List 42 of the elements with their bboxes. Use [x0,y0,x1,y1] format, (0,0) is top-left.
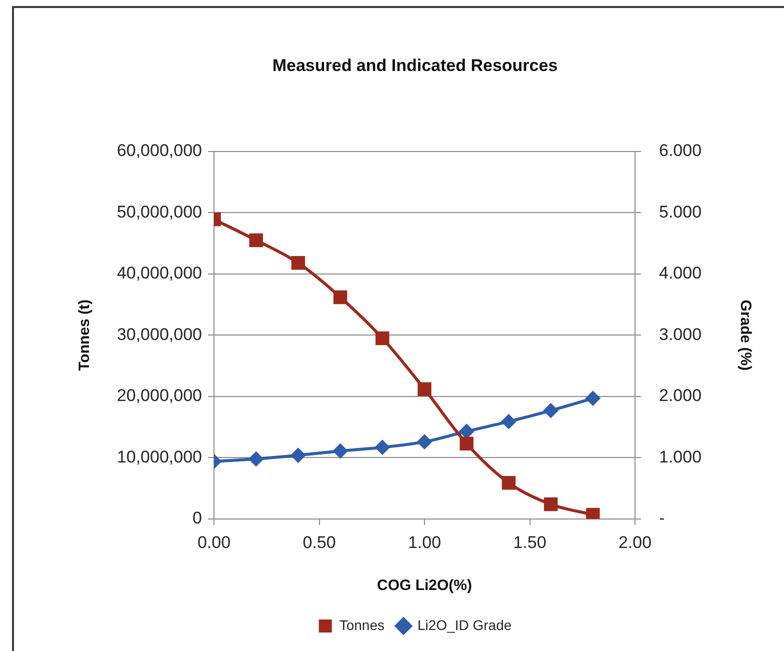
point [374,440,390,455]
point [460,436,474,451]
y-tick-label: 10,000,000 [116,447,202,466]
point [291,256,306,270]
y-tick-label: 50,000,000 [116,202,202,222]
y-tick-label: 30,000,000 [116,324,202,344]
x-tick-label: 0.50 [302,532,336,552]
x-tick-label: 1.50 [513,532,546,552]
x-tick-label: 0.00 [197,532,231,552]
y2-tick-label: 6.000 [659,141,702,160]
point [417,434,432,450]
point [249,233,263,248]
x-tick-label: 1.00 [408,532,442,552]
y-tick-label: 40,000,000 [116,264,202,283]
point [248,451,264,466]
legend-label: Tonnes [339,616,385,633]
y2-tick-label: 5.000 [659,202,702,222]
y-tick-label: 20,000,000 [116,386,202,406]
y2-tick-label: 4.000 [659,264,702,283]
point [290,448,306,463]
point [544,497,558,512]
point [585,390,600,406]
point [332,443,348,458]
chart-title: Measured and Indicated Resources [272,56,558,75]
point [502,476,516,490]
point [543,403,558,418]
y-axis-title: Tonnes (t) [76,300,94,371]
y2-tick-label: 2.000 [659,386,702,406]
y-tick-label: 0 [192,508,202,528]
y2-tick-label: 3.000 [659,324,702,344]
y-tick-label: 60,000,000 [116,141,202,160]
legend-label: Li2O_ID Grade [417,616,512,633]
x-tick-label: 2.00 [618,532,652,552]
x-axis-title: COG Li2O(%) [376,577,472,594]
point [501,414,516,430]
point [459,424,474,439]
y2-axis-title: Grade (%) [736,300,754,371]
point [376,331,390,346]
y2-tick-label: - [659,508,665,528]
y2-tick-label: 1.000 [659,447,702,466]
point [333,290,348,304]
point [418,382,432,396]
